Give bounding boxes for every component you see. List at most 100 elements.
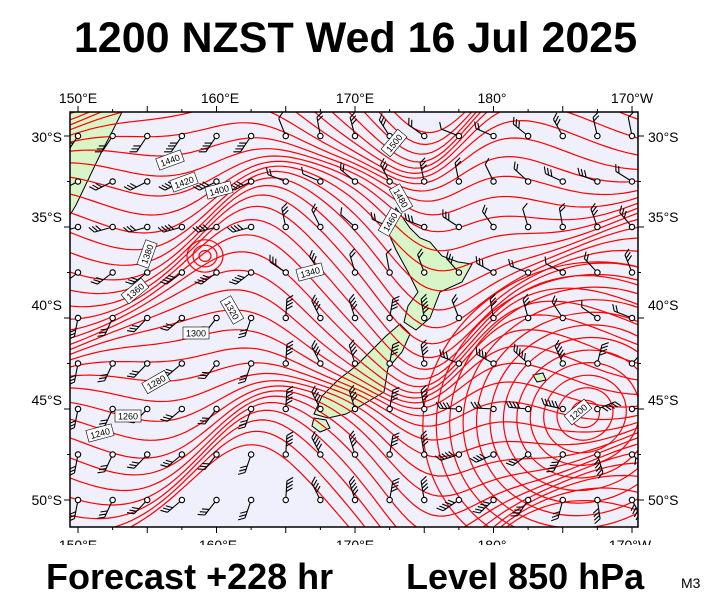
wind-barb <box>197 451 220 471</box>
station-circle <box>559 360 567 367</box>
closed-contour <box>198 250 212 263</box>
station-circle <box>628 223 636 231</box>
wind-barb <box>126 314 151 333</box>
station-circle <box>524 178 532 185</box>
wind-barb <box>123 178 151 191</box>
wind-barb <box>194 269 220 285</box>
height-contour <box>70 395 638 517</box>
station-circle <box>628 360 636 367</box>
wind-barb <box>581 300 601 322</box>
wind-barb <box>192 223 220 233</box>
wind-barb <box>489 293 497 322</box>
wind-barb <box>282 476 294 504</box>
station-circle <box>317 178 324 185</box>
station-circle <box>109 360 116 367</box>
station-circle <box>594 405 601 413</box>
height-contour <box>70 329 638 410</box>
station-circle <box>559 269 567 276</box>
station-circle <box>74 314 82 322</box>
wind-barb <box>436 496 463 512</box>
wind-barb <box>340 207 359 231</box>
station-circle <box>559 496 567 504</box>
station-circle <box>109 451 116 458</box>
wind-barb <box>237 360 255 384</box>
wind-barbs <box>70 112 638 525</box>
wind-barb <box>348 430 359 458</box>
station-circle <box>213 360 220 367</box>
station-circle <box>455 223 463 231</box>
wind-barb <box>435 401 463 413</box>
wind-barb <box>237 496 255 521</box>
station-circle <box>351 269 359 276</box>
contour-label-1300: 1300 <box>182 326 210 340</box>
station-circle <box>490 178 497 185</box>
station-circle <box>420 132 428 140</box>
station-circle <box>143 451 151 458</box>
wind-barb <box>160 405 186 422</box>
lon-label-top-160e: 160°E <box>201 90 239 106</box>
height-contour <box>112 430 638 527</box>
height-contour <box>70 409 638 527</box>
wind-barb <box>89 178 116 191</box>
wind-barb <box>193 178 220 191</box>
wind-barb <box>125 269 151 285</box>
wind-barb <box>237 314 255 339</box>
lat-label-right-35s: 35°S <box>648 209 679 225</box>
station-circle <box>420 223 428 231</box>
wind-barb <box>592 496 601 525</box>
station-circle <box>109 496 116 504</box>
lat-label-left-50s: 50°S <box>31 492 62 508</box>
station-circle <box>490 132 497 140</box>
wind-barb <box>439 121 463 140</box>
station-circle <box>282 451 290 458</box>
height-contour <box>70 385 638 477</box>
station-circle <box>524 451 532 458</box>
wind-barb <box>348 384 359 413</box>
wind-barb <box>628 496 638 524</box>
wind-barb <box>348 475 359 504</box>
wind-barb <box>612 303 636 322</box>
wind-barb <box>386 295 400 322</box>
height-contour <box>70 205 638 359</box>
wind-barb <box>386 477 400 504</box>
station-circle <box>386 405 393 413</box>
height-contour <box>70 148 638 216</box>
wind-barb <box>420 475 429 504</box>
lon-label-top-170e: 170°E <box>336 90 374 106</box>
station-circle <box>386 178 393 185</box>
station-circle <box>594 223 601 231</box>
station-circle <box>143 269 151 276</box>
contour-label-1240: 1240 <box>85 423 115 443</box>
wind-barb <box>590 202 601 231</box>
station-circle <box>559 223 567 231</box>
height-contour <box>70 112 638 185</box>
station-circle <box>628 405 636 413</box>
wind-barb <box>484 157 497 185</box>
svg-text:1300: 1300 <box>186 329 206 339</box>
wind-barb <box>97 451 116 474</box>
lat-label-left-35s: 35°S <box>31 209 62 225</box>
station-circle <box>109 314 116 322</box>
wind-barb <box>237 451 255 475</box>
station-circle <box>178 269 186 276</box>
weather-map: 1440 1420 1400 1380 1360 1340 1320 1300 <box>31 90 679 545</box>
station-circle <box>420 178 428 185</box>
station-circle <box>490 360 497 367</box>
low-contour <box>422 261 638 527</box>
station-circle <box>490 223 497 231</box>
contour-label-1400: 1400 <box>204 180 234 200</box>
wind-barb <box>159 269 186 285</box>
height-contour <box>70 251 638 388</box>
station-circle <box>109 223 116 231</box>
wind-barb <box>475 347 497 367</box>
station-circle <box>282 360 290 367</box>
wind-barb <box>419 157 428 185</box>
low-contour <box>502 336 638 492</box>
wind-barb <box>123 223 151 233</box>
wind-barb <box>505 451 532 467</box>
lat-label-right-50s: 50°S <box>648 492 679 508</box>
closed-contour <box>186 239 224 273</box>
station-circle <box>386 451 393 458</box>
lon-label-top-180: 180° <box>478 90 507 106</box>
wind-barb <box>451 294 463 322</box>
